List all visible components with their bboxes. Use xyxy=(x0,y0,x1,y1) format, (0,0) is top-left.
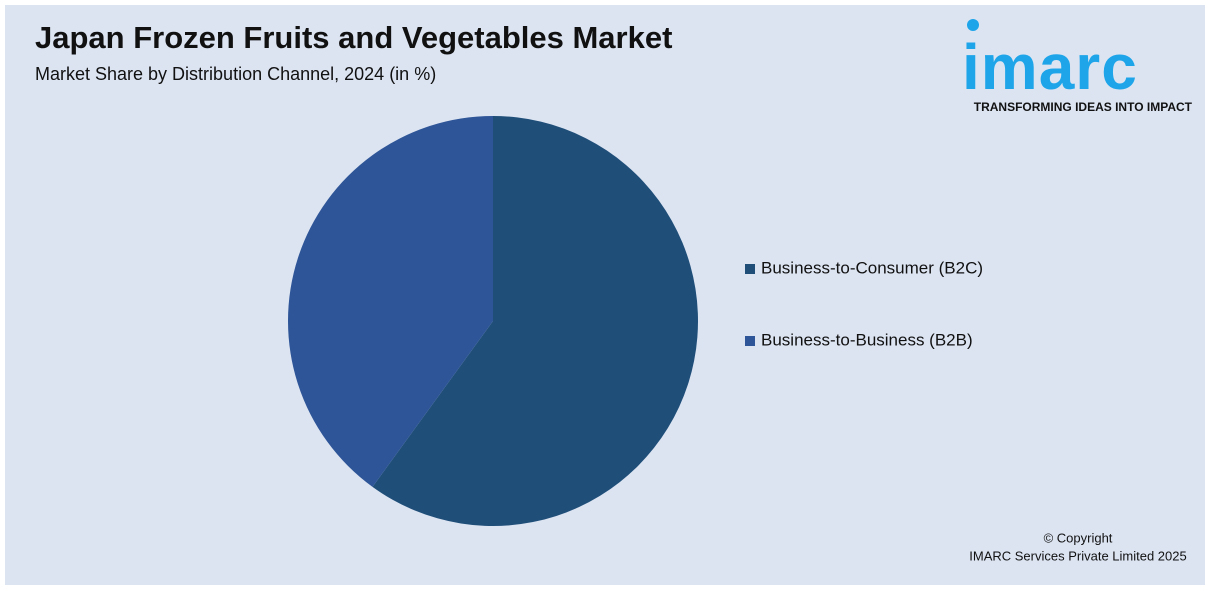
pie-slice xyxy=(372,116,698,526)
pie-slice xyxy=(288,116,493,487)
chart-subtitle: Market Share by Distribution Channel, 20… xyxy=(35,64,436,84)
legend-swatch xyxy=(745,336,755,346)
copyright: IMARC Services Private Limited 2025 xyxy=(969,548,1186,563)
legend-label: Business-to-Business (B2B) xyxy=(761,330,973,349)
logo: imarc xyxy=(962,31,1138,103)
chart-title: Japan Frozen Fruits and Vegetables Marke… xyxy=(35,20,672,55)
copyright: © Copyright xyxy=(1044,530,1113,545)
legend-label: Business-to-Consumer (B2C) xyxy=(761,258,983,277)
logo-tagline: TRANSFORMING IDEAS INTO IMPACT xyxy=(974,100,1193,114)
logo-dot xyxy=(967,19,979,31)
legend-swatch xyxy=(745,264,755,274)
